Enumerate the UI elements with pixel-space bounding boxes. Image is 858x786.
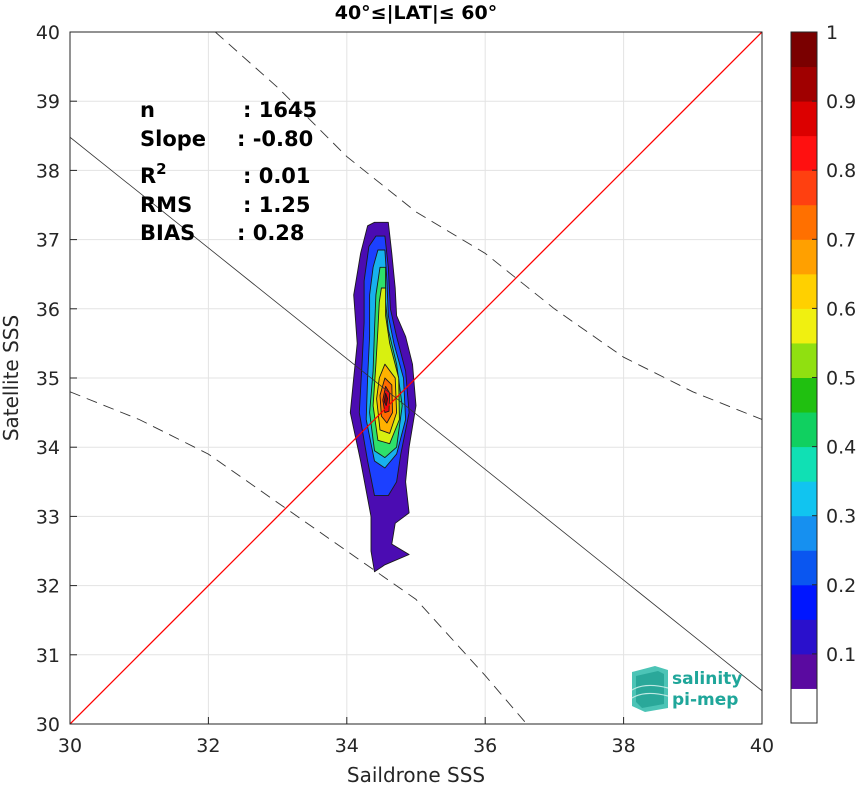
upper-confidence-line [215, 32, 762, 420]
stat-value: : 0.01 [243, 164, 311, 188]
y-tick-label: 32 [36, 576, 60, 598]
x-tick-label: 30 [58, 735, 82, 757]
x-tick-label: 34 [335, 735, 359, 757]
x-axis-label: Saildrone SSS [347, 763, 485, 786]
colorbar-segment [791, 446, 817, 482]
y-tick-labels: 30 31 32 33 34 35 36 37 38 39 40 [36, 22, 77, 736]
stat-value: : 1645 [243, 98, 317, 122]
logo-wave-line-2 [631, 692, 669, 699]
stat-label: Slope [140, 127, 206, 151]
colorbar-segment [791, 308, 817, 344]
colorbar-tick-label: 0.6 [826, 298, 856, 320]
colorbar-segment [791, 515, 817, 551]
stat-label: RMS [140, 193, 192, 217]
identity-line [70, 32, 762, 724]
x-tick-label: 40 [750, 735, 774, 757]
y-axis-label: Satellite SSS [0, 315, 23, 441]
logo-wave-line [631, 684, 669, 691]
colorbar-segment [791, 204, 817, 240]
y-tick-label: 37 [36, 230, 60, 252]
salinity-pimep-logo: salinity pi-mep [631, 666, 742, 712]
stat-value: : 0.28 [237, 221, 305, 245]
stat-value: : 1.25 [243, 193, 311, 217]
colorbar-tick-label: 0.7 [826, 229, 856, 251]
x-tick-label: 36 [473, 735, 497, 757]
colorbar-segment [791, 653, 817, 689]
stat-label: n [140, 98, 155, 122]
stat-label: BIAS [140, 221, 195, 245]
y-tick-label: 31 [36, 645, 60, 667]
colorbar-tick-label: 0.4 [826, 437, 856, 459]
colorbar-segment [791, 273, 817, 309]
y-tick-label: 36 [36, 299, 60, 321]
statistics-box: n : 1645 Slope : -0.80 R2 : 0.01 RMS : 1.25 BIAS… [140, 98, 317, 245]
colorbar-tick-label: 0.8 [826, 160, 856, 182]
chart-title: 40°≤|LAT|≤ 60° [335, 2, 498, 24]
colorbar-segment [791, 481, 817, 517]
colorbar-segment [791, 412, 817, 448]
colorbar-segment [791, 342, 817, 378]
y-tick-label: 40 [36, 22, 60, 44]
lower-confidence-line [70, 391, 528, 724]
x-tick-labels: 30 32 34 36 38 40 [58, 717, 774, 757]
y-tick-label: 39 [36, 91, 60, 113]
stat-label: R2 [140, 160, 167, 188]
colorbar: 0.1 0.2 0.3 0.4 0.5 0.6 0.7 0.8 0.9 1 [790, 22, 856, 724]
logo-text-pimep: pi-mep [672, 690, 738, 710]
regression-line [70, 136, 762, 692]
density-contour-8 [383, 392, 389, 407]
y-tick-label: 30 [36, 714, 60, 736]
colorbar-segment [791, 619, 817, 655]
y-tick-label: 34 [36, 437, 60, 459]
colorbar-segment [791, 135, 817, 171]
logo-wave-icon-inner [636, 671, 664, 708]
y-tick-label: 33 [36, 506, 60, 528]
colorbar-segment [791, 550, 817, 586]
x-tick-label: 32 [196, 735, 220, 757]
logo-text-salinity: salinity [672, 669, 742, 689]
density-contours [349, 221, 417, 573]
colorbar-tick-label: 0.3 [826, 506, 856, 528]
colorbar-tick-label: 0.2 [826, 575, 856, 597]
grid [69, 31, 763, 725]
colorbar-segment [791, 239, 817, 275]
colorbar-segment [791, 101, 817, 137]
colorbar-tick-label: 1 [826, 22, 838, 44]
reference-lines [70, 32, 762, 724]
stat-value: : -0.80 [237, 127, 313, 151]
colorbar-tick-label: 0.1 [826, 644, 856, 666]
x-tick-label: 38 [612, 735, 636, 757]
y-tick-label: 38 [36, 160, 60, 182]
y-tick-label: 35 [36, 368, 60, 390]
colorbar-segment [791, 170, 817, 206]
colorbar-segment [791, 66, 817, 102]
colorbar-tick-label: 0.5 [826, 368, 856, 390]
colorbar-tick-label: 0.9 [826, 91, 856, 113]
colorbar-segment [791, 584, 817, 620]
stat-superscript: 2 [156, 160, 166, 178]
colorbar-segment [791, 32, 817, 68]
colorbar-segment [791, 377, 817, 413]
colorbar-segment [791, 688, 817, 724]
